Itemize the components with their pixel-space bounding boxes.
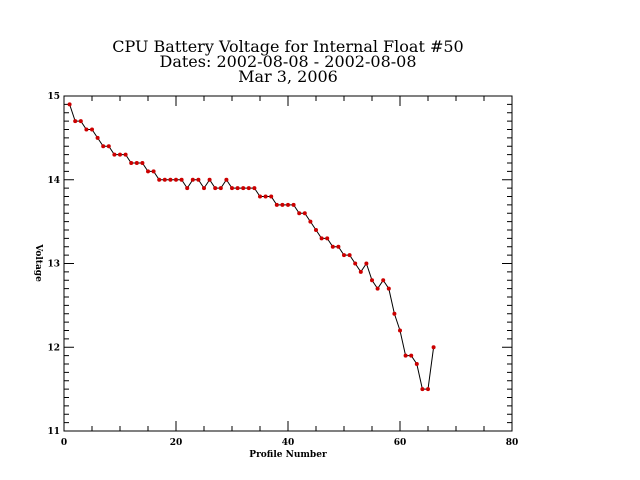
data-point	[409, 353, 414, 358]
data-point	[190, 177, 195, 182]
data-point	[140, 161, 145, 165]
data-point	[319, 236, 324, 241]
data-point	[302, 211, 307, 216]
data-point	[269, 194, 274, 199]
y-tick-label: 15	[47, 92, 60, 102]
data-point	[325, 236, 330, 241]
data-point	[213, 186, 218, 191]
data-point	[297, 211, 302, 216]
x-tick-label: 0	[61, 438, 67, 448]
data-point	[224, 177, 229, 182]
data-point	[420, 387, 425, 392]
data-point	[286, 202, 290, 207]
y-tick-label: 11	[47, 427, 60, 437]
data-point	[112, 152, 117, 157]
data-point	[118, 152, 122, 157]
x-tick-label: 40	[282, 438, 295, 448]
data-point	[314, 228, 318, 232]
x-tick-label: 60	[394, 438, 407, 448]
data-point	[146, 169, 150, 174]
data-point	[414, 362, 419, 366]
data-point	[280, 202, 285, 207]
data-point	[129, 161, 134, 165]
data-point	[78, 119, 83, 124]
chart-title-line-1: CPU Battery Voltage for Internal Float #…	[112, 37, 463, 56]
data-point	[218, 186, 223, 191]
data-point	[386, 286, 391, 291]
data-point	[157, 177, 162, 182]
data-point	[246, 186, 251, 191]
axis-ticks	[63, 95, 513, 432]
series-line	[69, 104, 435, 390]
data-point	[381, 278, 386, 283]
data-point	[90, 127, 94, 132]
data-point	[353, 261, 358, 266]
x-tick-label: 80	[506, 438, 519, 448]
data-point	[291, 202, 296, 207]
data-point	[123, 152, 128, 157]
data-point	[235, 186, 240, 191]
data-point	[308, 219, 313, 224]
data-point	[84, 127, 89, 132]
y-axis-label: Voltage	[33, 243, 43, 282]
data-point	[241, 186, 246, 191]
data-point	[431, 345, 436, 350]
y-tick-label: 13	[47, 260, 60, 270]
data-point	[375, 286, 380, 291]
data-point	[358, 269, 363, 274]
data-point	[342, 253, 346, 258]
data-point	[263, 194, 268, 199]
data-point	[162, 177, 167, 182]
data-point	[207, 177, 212, 182]
data-point	[196, 177, 201, 182]
data-point	[336, 244, 341, 249]
data-point	[101, 144, 106, 149]
data-point	[106, 144, 111, 149]
data-point	[347, 253, 352, 258]
data-point	[426, 387, 430, 392]
chart-title-line-2: Dates: 2002-08-08 - 2002-08-08	[159, 52, 416, 71]
data-point	[403, 353, 408, 358]
data-point	[185, 186, 190, 191]
x-axis-label: Profile Number	[249, 450, 327, 460]
data-point	[168, 177, 173, 182]
chart-title-line-3: Mar 3, 2006	[238, 67, 338, 86]
data-point	[398, 328, 402, 333]
data-point	[179, 177, 184, 182]
data-point	[151, 169, 156, 174]
data-point	[252, 186, 257, 191]
data-point	[67, 102, 72, 107]
plot-frame	[63, 95, 513, 432]
y-tick-label: 12	[47, 343, 60, 353]
data-point	[95, 135, 100, 140]
data-point	[274, 202, 279, 207]
data-point	[230, 186, 234, 191]
data-point	[330, 244, 335, 249]
data-point	[73, 119, 78, 124]
data-point	[134, 161, 139, 165]
axis-tick-labels: 0 20 40 60 80 11 12 13 14 15	[47, 92, 518, 448]
data-point	[392, 311, 397, 316]
series-voltage	[67, 102, 436, 392]
data-point	[370, 278, 374, 283]
y-tick-label: 14	[47, 176, 60, 186]
data-point	[258, 194, 262, 199]
data-point	[202, 186, 206, 191]
data-point	[174, 177, 178, 182]
x-tick-label: 20	[170, 438, 183, 448]
data-point	[364, 261, 369, 266]
